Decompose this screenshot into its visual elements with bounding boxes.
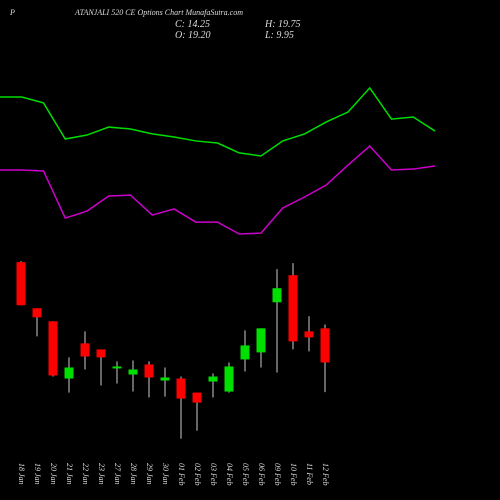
x-tick-label: 29 Jan xyxy=(145,463,154,485)
x-tick-label: 12 Feb xyxy=(321,463,330,485)
x-tick-label: 11 Feb xyxy=(305,463,314,485)
x-tick-label: 06 Feb xyxy=(257,463,266,485)
x-tick-label: 01 Feb xyxy=(177,463,186,485)
x-tick-label: 09 Feb xyxy=(273,463,282,485)
x-tick-label: 30 Jan xyxy=(161,462,170,485)
x-tick-label: 28 Jan xyxy=(129,463,138,485)
x-tick-label: 18 Jan xyxy=(17,463,26,485)
candle-body xyxy=(80,343,90,357)
ohlc-label: L: 9.95 xyxy=(264,30,294,41)
candle-body xyxy=(256,328,266,353)
x-tick-label: 02 Feb xyxy=(193,463,202,485)
candle-body xyxy=(112,366,122,369)
ohlc-label: H: 19.75 xyxy=(264,19,301,30)
indicator-line xyxy=(0,145,436,235)
candle-body xyxy=(272,288,282,303)
candle-body xyxy=(208,376,218,382)
chart-title: ATANJALI 520 CE Options Chart MunafaSutr… xyxy=(74,8,243,17)
x-tick-label: 22 Jan xyxy=(81,463,90,485)
candle-body xyxy=(224,366,234,392)
x-tick-label: 04 Feb xyxy=(225,463,234,485)
candle-body xyxy=(144,364,154,378)
chart-title-prefix: P xyxy=(9,8,15,17)
ohlc-label: C: 14.25 xyxy=(175,19,210,30)
candle-body xyxy=(304,331,314,338)
x-tick-label: 10 Feb xyxy=(289,463,298,485)
candle-body xyxy=(96,349,106,358)
x-tick-label: 05 Feb xyxy=(241,463,250,485)
candle-body xyxy=(64,367,74,379)
candle-body xyxy=(176,378,186,399)
x-tick-label: 03 Feb xyxy=(209,463,218,485)
indicator-line xyxy=(0,86,436,157)
candle-body xyxy=(192,392,202,403)
candle-body xyxy=(128,369,138,375)
x-tick-label: 23 Jan xyxy=(97,463,106,485)
candle-body xyxy=(320,328,330,363)
candle-body xyxy=(32,308,42,318)
candle-body xyxy=(240,345,250,360)
candle-body xyxy=(160,377,170,381)
x-tick-label: 20 Jan xyxy=(49,463,58,485)
candle-body xyxy=(288,275,298,342)
x-tick-label: 27 Jan xyxy=(113,463,122,485)
candle-body xyxy=(16,262,26,306)
x-tick-label: 19 Jan xyxy=(33,463,42,485)
ohlc-label: O: 19.20 xyxy=(175,30,211,41)
x-tick-label: 21 Jan xyxy=(65,463,74,485)
candle-body xyxy=(48,321,58,376)
